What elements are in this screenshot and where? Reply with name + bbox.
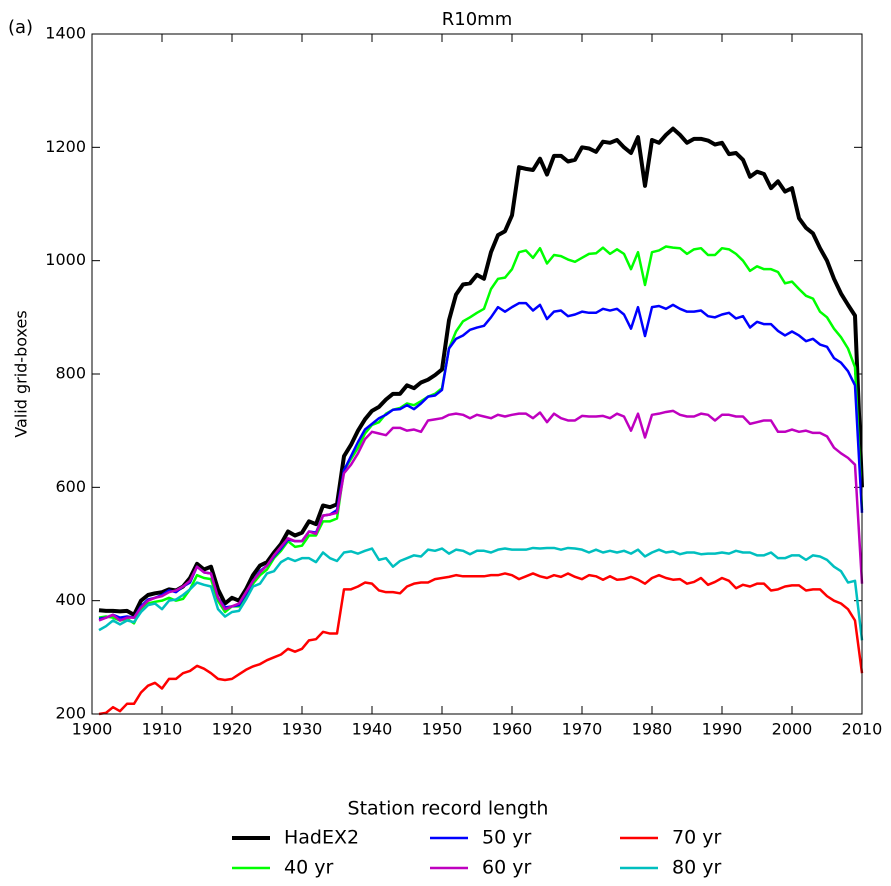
- y-tick-label: 600: [55, 477, 86, 496]
- x-tick-label: 1950: [422, 720, 463, 739]
- y-tick-label: 1000: [45, 250, 86, 269]
- panel-label: (a): [8, 17, 33, 38]
- legend-label: 60 yr: [482, 857, 531, 879]
- x-tick-label: 1960: [492, 720, 533, 739]
- y-tick-label: 1400: [45, 24, 86, 43]
- legend-label: 40 yr: [284, 857, 333, 879]
- y-tick-label: 800: [55, 364, 86, 383]
- plot-frame: [91, 33, 863, 715]
- legend-label: 70 yr: [672, 827, 721, 849]
- series-line: [98, 126, 864, 617]
- legend-label: 80 yr: [672, 857, 721, 879]
- x-tick-label: 1980: [632, 720, 673, 739]
- series-line: [98, 245, 864, 625]
- x-tick-label: 1930: [282, 720, 323, 739]
- y-tick-label: 200: [55, 704, 86, 723]
- y-tick-label: 1200: [45, 137, 86, 156]
- x-tick-label: 1970: [562, 720, 603, 739]
- chart-title: R10mm: [442, 9, 512, 30]
- x-tick-label: 2010: [842, 720, 883, 739]
- series-line: [98, 572, 864, 716]
- y-tick-label: 400: [55, 590, 86, 609]
- x-tick-label: 2000: [772, 720, 813, 739]
- series-line: [98, 409, 864, 622]
- x-tick-label: 1900: [72, 720, 113, 739]
- x-tick-label: 1990: [702, 720, 743, 739]
- legend-label: HadEX2: [284, 827, 359, 849]
- series-line: [98, 301, 864, 621]
- x-tick-label: 1910: [142, 720, 183, 739]
- x-tick-label: 1920: [212, 720, 253, 739]
- legend-title: Station record length: [348, 798, 549, 820]
- legend-label: 50 yr: [482, 827, 531, 849]
- y-axis-label: Valid grid-boxes: [12, 310, 31, 437]
- series-line: [98, 546, 864, 641]
- x-tick-label: 1940: [352, 720, 393, 739]
